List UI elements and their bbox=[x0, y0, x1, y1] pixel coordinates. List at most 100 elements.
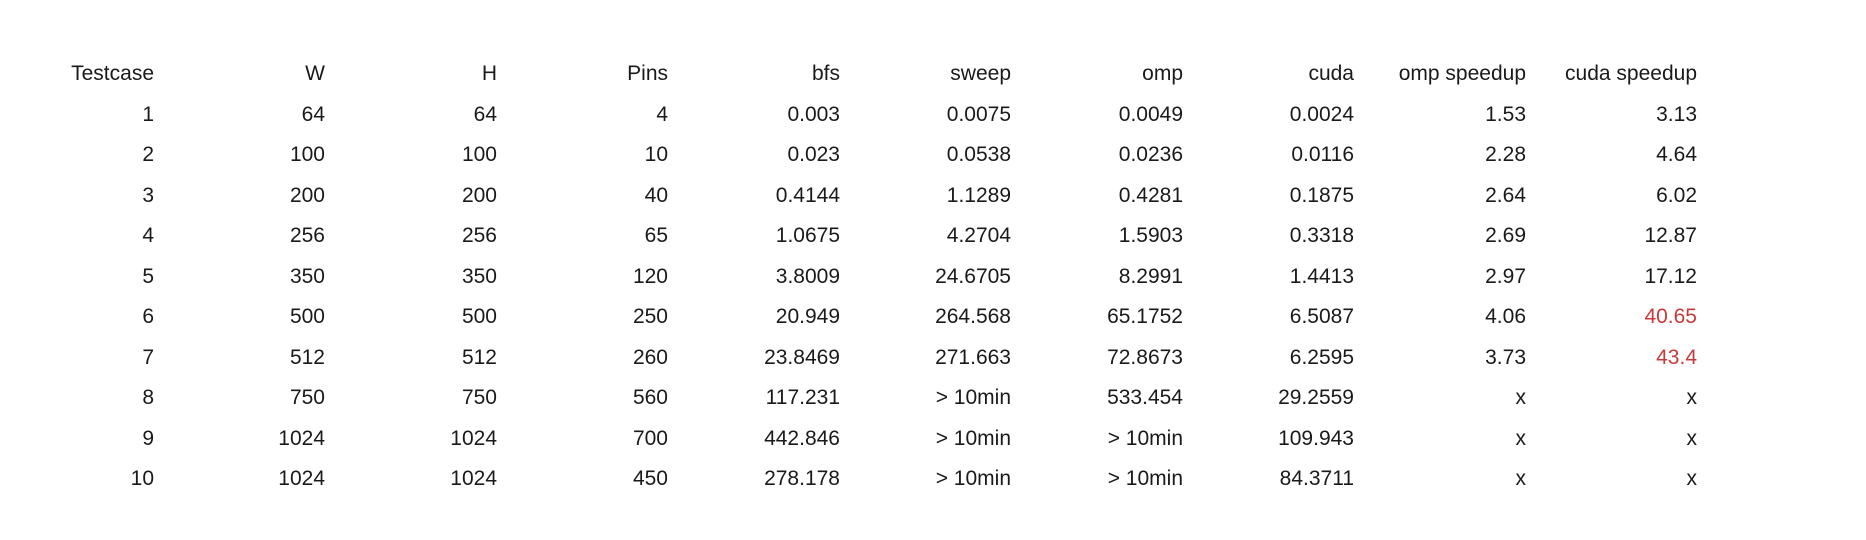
column-header-sweep[interactable]: sweep bbox=[950, 62, 1011, 86]
table-cell[interactable]: 20.949 bbox=[775, 305, 840, 329]
table-cell[interactable]: 442.846 bbox=[764, 426, 840, 450]
table-cell[interactable]: 4.06 bbox=[1485, 305, 1526, 329]
table-cell[interactable]: > 10min bbox=[935, 386, 1011, 410]
table-cell[interactable]: 3.73 bbox=[1485, 345, 1526, 369]
table-cell[interactable]: 200 bbox=[289, 183, 325, 207]
table-cell[interactable]: 1.0675 bbox=[775, 224, 840, 248]
table-cell[interactable]: 72.8673 bbox=[1107, 345, 1183, 369]
table-cell[interactable]: 260 bbox=[632, 345, 668, 369]
table-cell[interactable]: 450 bbox=[632, 467, 668, 491]
table-cell[interactable]: 256 bbox=[289, 224, 325, 248]
table-cell[interactable]: 500 bbox=[461, 305, 497, 329]
table-cell[interactable]: 23.8469 bbox=[764, 345, 840, 369]
table-cell[interactable]: 84.3711 bbox=[1279, 467, 1354, 491]
table-cell[interactable]: 264.568 bbox=[935, 305, 1011, 329]
table-cell[interactable]: 4.2704 bbox=[946, 224, 1011, 248]
table-cell[interactable]: 1024 bbox=[450, 467, 497, 491]
table-cell[interactable]: 12.87 bbox=[1644, 224, 1697, 248]
column-header-w[interactable]: W bbox=[305, 62, 325, 86]
table-cell[interactable]: 271.663 bbox=[935, 345, 1011, 369]
table-cell[interactable]: 4 bbox=[656, 102, 668, 126]
table-cell[interactable]: 1024 bbox=[450, 426, 497, 450]
table-cell[interactable]: 750 bbox=[461, 386, 497, 410]
table-cell[interactable]: 0.023 bbox=[787, 143, 840, 167]
table-cell[interactable]: 0.0116 bbox=[1291, 143, 1354, 167]
table-cell[interactable]: 1024 bbox=[278, 426, 325, 450]
table-cell[interactable]: 0.3318 bbox=[1289, 224, 1354, 248]
table-cell[interactable]: 1 bbox=[142, 102, 154, 126]
table-cell[interactable]: > 10min bbox=[1107, 467, 1183, 491]
table-cell[interactable]: 6.02 bbox=[1656, 183, 1697, 207]
table-cell[interactable]: 5 bbox=[142, 264, 154, 288]
column-header-bfs[interactable]: bfs bbox=[811, 62, 840, 86]
table-cell[interactable]: 0.003 bbox=[787, 102, 840, 126]
table-cell[interactable]: 1.53 bbox=[1485, 102, 1526, 126]
table-cell[interactable]: 3.8009 bbox=[775, 264, 840, 288]
column-header-h[interactable]: H bbox=[481, 62, 497, 86]
table-cell[interactable]: 4 bbox=[142, 224, 154, 248]
table-cell[interactable]: > 10min bbox=[1107, 426, 1183, 450]
table-cell[interactable]: 533.454 bbox=[1107, 386, 1183, 410]
table-cell[interactable]: 750 bbox=[289, 386, 325, 410]
table-cell[interactable]: 500 bbox=[289, 305, 325, 329]
column-header-testcase[interactable]: Testcase bbox=[71, 62, 154, 86]
table-cell[interactable]: 100 bbox=[461, 143, 497, 167]
table-cell[interactable]: > 10min bbox=[935, 467, 1011, 491]
table-cell[interactable]: 6 bbox=[142, 305, 154, 329]
table-cell[interactable]: 4.64 bbox=[1656, 143, 1697, 167]
table-cell[interactable]: 1.1289 bbox=[946, 183, 1011, 207]
table-cell[interactable]: 0.0024 bbox=[1289, 102, 1354, 126]
table-cell[interactable]: 100 bbox=[289, 143, 325, 167]
column-header-omp[interactable]: omp bbox=[1142, 62, 1183, 86]
table-cell[interactable]: 2.97 bbox=[1485, 264, 1526, 288]
table-cell[interactable]: 2.69 bbox=[1485, 224, 1526, 248]
table-cell[interactable]: 29.2559 bbox=[1278, 386, 1354, 410]
table-cell[interactable]: 256 bbox=[461, 224, 497, 248]
table-cell[interactable]: 64 bbox=[301, 102, 325, 126]
table-cell[interactable]: 65.1752 bbox=[1107, 305, 1183, 329]
table-cell[interactable]: 10 bbox=[130, 467, 154, 491]
table-cell[interactable]: 512 bbox=[289, 345, 325, 369]
table-cell[interactable]: 2.64 bbox=[1485, 183, 1526, 207]
table-cell[interactable]: 700 bbox=[632, 426, 668, 450]
table-cell[interactable]: 0.4281 bbox=[1118, 183, 1183, 207]
table-cell[interactable]: 560 bbox=[632, 386, 668, 410]
table-cell[interactable]: 1.5903 bbox=[1118, 224, 1183, 248]
table-cell[interactable]: 250 bbox=[632, 305, 668, 329]
table-cell[interactable]: x bbox=[1686, 386, 1698, 410]
table-cell[interactable]: 8.2991 bbox=[1118, 264, 1183, 288]
table-cell[interactable]: 6.5087 bbox=[1289, 305, 1354, 329]
table-cell[interactable]: 1.4413 bbox=[1289, 264, 1354, 288]
table-cell[interactable]: 0.0075 bbox=[946, 102, 1011, 126]
table-cell[interactable]: 24.6705 bbox=[935, 264, 1011, 288]
table-cell[interactable]: 109.943 bbox=[1278, 426, 1354, 450]
column-header-cuda[interactable]: cuda bbox=[1308, 62, 1354, 86]
table-cell[interactable]: 200 bbox=[461, 183, 497, 207]
table-cell[interactable]: 8 bbox=[142, 386, 154, 410]
table-cell[interactable]: 2.28 bbox=[1485, 143, 1526, 167]
table-cell[interactable]: 0.0049 bbox=[1118, 102, 1183, 126]
table-cell[interactable]: 6.2595 bbox=[1289, 345, 1354, 369]
table-cell[interactable]: 17.12 bbox=[1644, 264, 1697, 288]
column-header-omp-speedup[interactable]: omp speedup bbox=[1398, 62, 1526, 86]
table-cell[interactable]: 10 bbox=[644, 143, 668, 167]
table-cell[interactable]: 0.1875 bbox=[1289, 183, 1354, 207]
table-cell[interactable]: 2 bbox=[142, 143, 154, 167]
table-cell[interactable]: 1024 bbox=[278, 467, 325, 491]
table-cell[interactable]: 0.4144 bbox=[775, 183, 840, 207]
table-cell[interactable]: x bbox=[1686, 426, 1698, 450]
table-cell[interactable]: 120 bbox=[632, 264, 668, 288]
table-cell[interactable]: 65 bbox=[644, 224, 668, 248]
table-cell[interactable]: 40 bbox=[644, 183, 668, 207]
table-cell[interactable]: 117.231 bbox=[765, 386, 840, 410]
table-cell[interactable]: x bbox=[1686, 467, 1698, 491]
column-header-cuda-speedup[interactable]: cuda speedup bbox=[1565, 62, 1697, 86]
table-cell[interactable]: 350 bbox=[289, 264, 325, 288]
table-cell[interactable]: 9 bbox=[142, 426, 154, 450]
table-cell[interactable]: x bbox=[1515, 426, 1527, 450]
table-cell[interactable]: 3 bbox=[142, 183, 154, 207]
table-cell[interactable]: 7 bbox=[142, 345, 154, 369]
table-cell[interactable]: 0.0538 bbox=[946, 143, 1011, 167]
table-cell[interactable]: 350 bbox=[461, 264, 497, 288]
table-cell[interactable]: 3.13 bbox=[1656, 102, 1697, 126]
